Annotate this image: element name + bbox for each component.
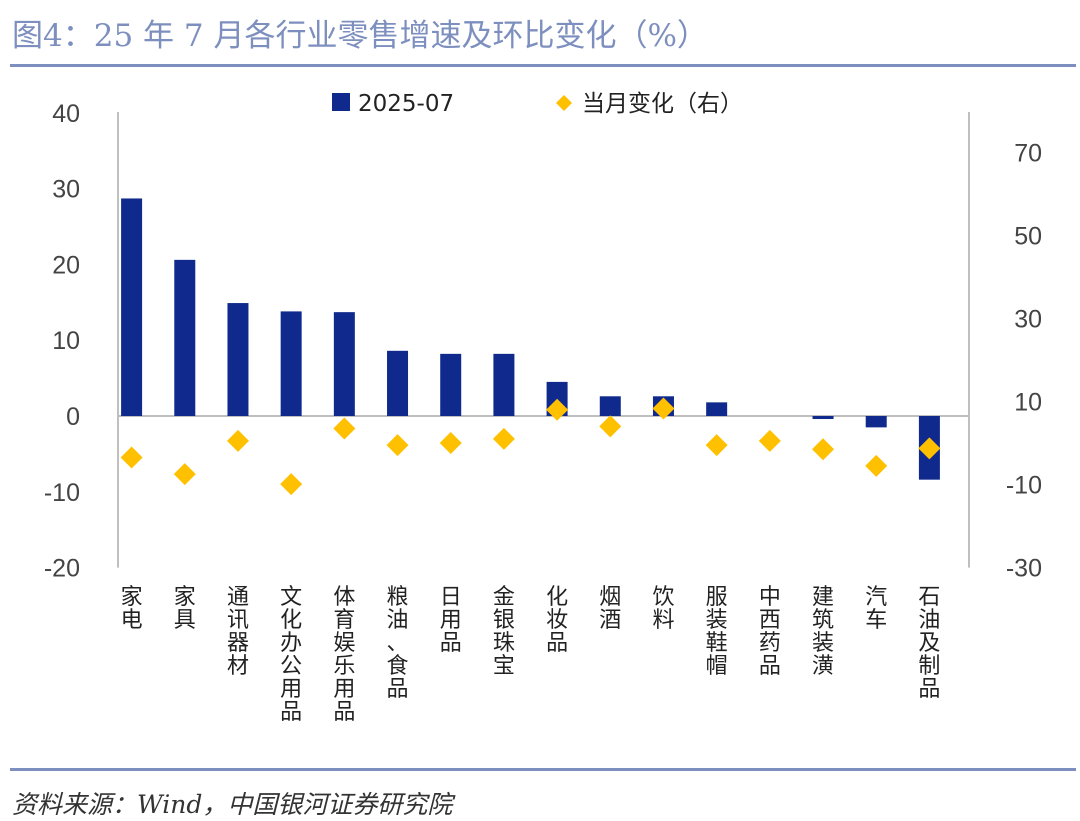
marker-4: [333, 417, 356, 440]
category-label-11: 服装鞋帽: [706, 585, 728, 679]
bar-13: [812, 416, 834, 420]
marker-15: [918, 437, 941, 460]
title-rule: [10, 64, 1076, 67]
left-tick-label: 30: [52, 176, 80, 204]
bar-11: [706, 402, 728, 416]
marker-10: [652, 397, 675, 420]
legend: 2025-07 当月变化（右）: [332, 91, 743, 117]
legend-bar-swatch: [332, 93, 350, 111]
bar-4: [333, 312, 355, 416]
category-label-10: 饮料: [652, 585, 674, 633]
marker-7: [492, 427, 515, 450]
bar-9: [599, 396, 621, 416]
marker-12: [758, 429, 781, 452]
marker-5: [386, 434, 409, 457]
bar-2: [227, 303, 249, 416]
right-axis-ticks: 70 50 30 10 -10 -30: [1006, 140, 1042, 583]
left-axis-ticks: 40 30 20 10 0 -10 -20: [44, 100, 80, 583]
footer-rule: [10, 768, 1076, 771]
bar-7: [493, 353, 515, 416]
category-label-8: 化妆品: [546, 585, 568, 656]
bar-5: [387, 350, 409, 416]
category-label-2: 通讯器材: [227, 585, 249, 679]
right-tick-label: 10: [1014, 389, 1042, 417]
right-tick-label: 30: [1014, 306, 1042, 334]
category-label-15: 石油及制品: [918, 585, 940, 702]
marker-0: [120, 446, 143, 469]
chart-title: 图4：25 年 7 月各行业零售增速及环比变化（%）: [12, 18, 708, 54]
left-tick-label: 10: [52, 327, 80, 355]
category-label-4: 体育娱乐用品: [333, 585, 355, 725]
category-label-14: 汽车: [865, 585, 887, 633]
left-tick-label: 20: [52, 251, 80, 279]
marker-13: [812, 438, 835, 461]
category-label-13: 建筑装潢: [812, 585, 834, 679]
category-label-3: 文化办公用品: [280, 585, 302, 725]
left-tick-label: 40: [52, 100, 80, 128]
marker-6: [439, 432, 462, 454]
left-tick-label: -20: [44, 555, 80, 583]
category-label-5: 粮油、食品: [387, 585, 409, 702]
legend-marker-label: 当月变化（右）: [582, 91, 743, 117]
marker-8: [546, 398, 569, 421]
category-label-6: 日用品: [440, 585, 462, 656]
bar-0: [121, 198, 143, 416]
category-label-7: 金银珠宝: [493, 585, 515, 679]
right-tick-label: 70: [1014, 140, 1042, 168]
marker-3: [280, 473, 303, 496]
category-label-9: 烟酒: [599, 585, 621, 633]
right-tick-label: -30: [1006, 555, 1042, 583]
left-tick-label: -10: [44, 479, 80, 507]
left-tick-label: 0: [66, 403, 80, 431]
marker-11: [705, 434, 728, 457]
category-label-0: 家电: [121, 585, 143, 633]
right-tick-label: 50: [1014, 223, 1042, 251]
marker-2: [226, 429, 249, 452]
bar-6: [440, 353, 462, 416]
bar-3: [280, 311, 302, 416]
marker-14: [865, 454, 888, 477]
source-note: 资料来源：Wind，中国银河证券研究院: [12, 790, 453, 819]
bar-1: [174, 259, 196, 416]
legend-marker-swatch: [556, 95, 572, 111]
marker-series: [120, 397, 941, 496]
category-label-1: 家具: [174, 585, 196, 633]
right-tick-label: -10: [1006, 472, 1042, 500]
marker-9: [599, 415, 622, 438]
category-label-12: 中西药品: [759, 585, 781, 679]
marker-1: [173, 463, 196, 486]
legend-bar-label: 2025-07: [358, 91, 454, 117]
bar-14: [865, 416, 887, 428]
